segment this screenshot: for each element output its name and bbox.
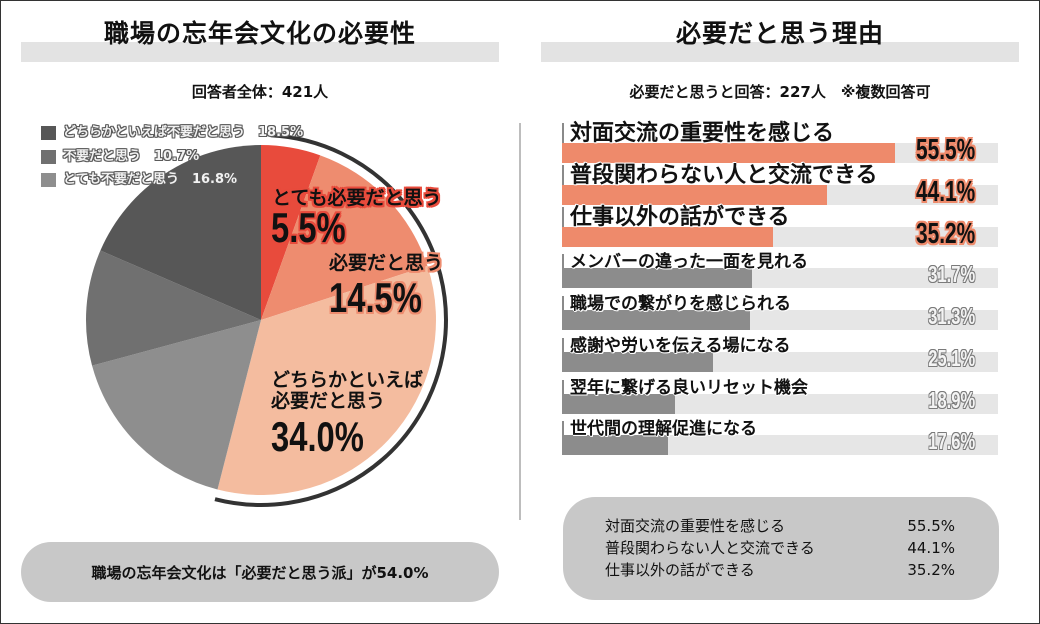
bar-label: 翌年に繋げる良いリセット機会 xyxy=(570,378,808,398)
bar-label: 対面交流の重要性を感じる xyxy=(570,121,835,146)
summary-row: 普段関わらない人と交流できる 44.1% xyxy=(605,537,955,559)
bar-tick xyxy=(562,123,564,143)
bar-tick xyxy=(562,421,564,435)
bar-tick xyxy=(562,165,564,185)
bar-value: 31.3% xyxy=(928,303,975,329)
needed-highlight-arc xyxy=(214,133,448,507)
legend-swatch xyxy=(41,126,56,140)
left-summary-text: 職場の忘年会文化は「必要だと思う派」が54.0% xyxy=(91,563,429,582)
pie-value-needed: 14.5% xyxy=(329,274,422,321)
bar-track xyxy=(562,435,998,455)
bar-label: 世代間の理解促進になる xyxy=(570,419,757,439)
bar-label: メンバーの違った一面を見れる xyxy=(570,252,808,272)
bar-label: 仕事以外の話ができる xyxy=(570,205,790,230)
pie-slice-unneeded xyxy=(85,250,261,366)
summary-row: 仕事以外の話ができる 35.2% xyxy=(605,559,955,581)
bar-row: 感謝や労いを伝える場になる 25.1% xyxy=(562,330,998,372)
bar-fill xyxy=(562,352,713,372)
summary-label: 仕事以外の話ができる xyxy=(605,561,755,579)
summary-label: 普段関わらない人と交流できる xyxy=(605,539,815,557)
pie-value-very-needed: 5.5% xyxy=(271,204,346,251)
pie-slice-somewhat-unneeded xyxy=(100,145,261,320)
summary-value: 35.2% xyxy=(907,561,955,579)
bar-tick xyxy=(562,380,564,394)
bar-row: 普段関わらない人と交流できる 44.1% xyxy=(562,163,998,208)
bar-fill xyxy=(562,185,827,205)
legend-item-somewhat-unneeded: どちらかといえば不要だと思う 18.5% xyxy=(41,125,303,141)
bar-tick xyxy=(562,296,564,310)
pie-slice-needed xyxy=(261,155,428,320)
bar-tick xyxy=(562,207,564,227)
right-subtitle: 必要だと思うと回答：227人 ※複数回答可 xyxy=(629,83,931,101)
bar-fill xyxy=(562,143,895,163)
bar-value: 18.9% xyxy=(928,387,975,413)
summary-row: 対面交流の重要性を感じる 55.5% xyxy=(605,515,955,537)
left-title-band xyxy=(21,42,499,62)
pie-slice-very-needed xyxy=(261,145,321,320)
legend-label: 不要だと思う 10.7% xyxy=(63,149,200,164)
bar-fill xyxy=(562,227,774,247)
summary-label: 対面交流の重要性を感じる xyxy=(605,517,786,535)
bar-fill xyxy=(562,435,668,455)
legend-label: どちらかといえば不要だと思う 18.5% xyxy=(63,125,304,140)
pie-label-very-needed: とても必要だと思う xyxy=(272,187,442,209)
pie-slice-very-unneeded xyxy=(92,320,261,490)
summary-value: 55.5% xyxy=(907,517,955,535)
legend-item-very-unneeded: とても不要だと思う 16.8% xyxy=(41,172,237,188)
right-title: 必要だと思う理由 xyxy=(675,19,884,48)
legend-swatch xyxy=(41,173,56,187)
left-subtitle: 回答者全体：421人 xyxy=(191,83,329,101)
bar-label: 普段関わらない人と交流できる xyxy=(570,163,878,188)
bar-fill xyxy=(562,310,750,330)
bar-row: 職場での繋がりを感じられる 31.3% xyxy=(562,288,998,330)
bar-row: 世代間の理解促進になる 17.6% xyxy=(562,413,998,455)
legend-item-unneeded: 不要だと思う 10.7% xyxy=(41,149,199,165)
bar-row: メンバーの違った一面を見れる 31.7% xyxy=(562,246,998,288)
bar-value: 44.1% xyxy=(915,176,975,208)
pie-slice-somewhat-needed xyxy=(217,265,436,495)
bar-row: 翌年に繋げる良いリセット機会 18.9% xyxy=(562,372,998,414)
right-title-band xyxy=(541,42,1019,62)
right-summary-pill: 対面交流の重要性を感じる 55.5% 普段関わらない人と交流できる 44.1% … xyxy=(563,497,999,600)
pie-label-somewhat-needed-line1: どちらかといえば xyxy=(271,369,424,391)
bar-value: 35.2% xyxy=(915,218,975,250)
legend-label: とても不要だと思う 16.8% xyxy=(63,172,238,187)
pie-label-somewhat-needed-line2: 必要だと思う xyxy=(271,390,386,412)
bar-row: 仕事以外の話ができる 35.2% xyxy=(562,205,998,250)
pie-value-somewhat-needed: 34.0% xyxy=(271,413,364,460)
bar-tick xyxy=(562,338,564,352)
bar-value: 25.1% xyxy=(928,345,975,371)
bar-value: 17.6% xyxy=(928,428,975,454)
bar-row: 対面交流の重要性を感じる 55.5% xyxy=(562,121,998,166)
bar-fill xyxy=(562,268,753,288)
bar-value: 55.5% xyxy=(915,134,975,166)
left-summary-pill: 職場の忘年会文化は「必要だと思う派」が54.0% xyxy=(21,542,499,602)
pie-label-needed: 必要だと思う xyxy=(329,252,444,274)
panel-divider xyxy=(519,123,521,520)
bar-label: 職場での繋がりを感じられる xyxy=(570,294,791,314)
bar-fill xyxy=(562,394,676,414)
legend-swatch xyxy=(41,150,56,164)
left-title: 職場の忘年会文化の必要性 xyxy=(103,19,416,48)
bar-value: 31.7% xyxy=(928,261,975,287)
bar-label: 感謝や労いを伝える場になる xyxy=(570,336,791,356)
bar-tick xyxy=(562,254,564,268)
summary-value: 44.1% xyxy=(907,539,955,557)
